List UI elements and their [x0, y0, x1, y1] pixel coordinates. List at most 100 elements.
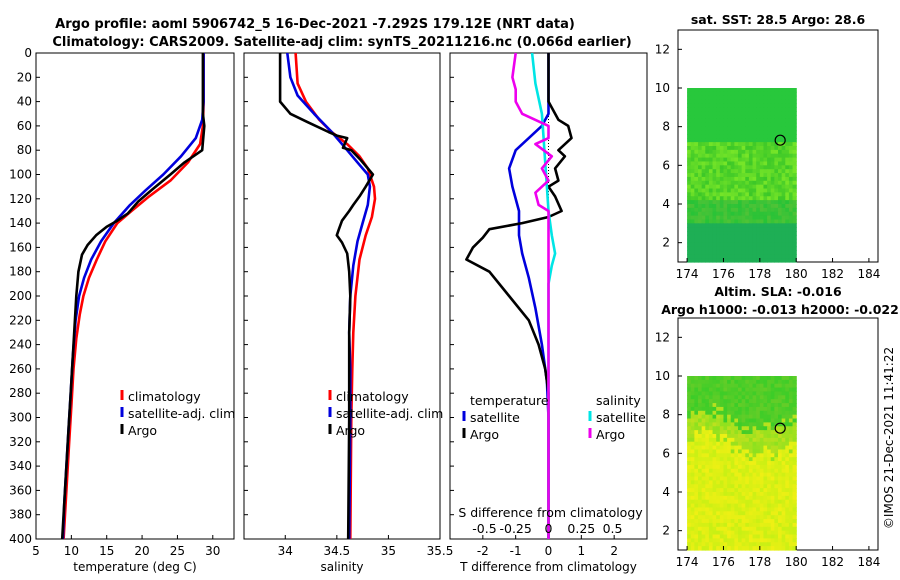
heatmap-cell — [792, 111, 797, 116]
heatmap-cell — [708, 387, 714, 393]
heatmap-cell — [687, 122, 692, 128]
heatmap-cell — [687, 395, 692, 400]
heatmap-cell — [730, 453, 735, 458]
heatmap-cell — [698, 254, 703, 259]
heatmap-cell — [716, 461, 721, 466]
heatmap-cell — [763, 130, 768, 135]
heatmap-cell — [778, 219, 783, 224]
heatmap-cell — [741, 134, 746, 139]
heatmap-cell — [730, 507, 735, 512]
heatmap-cell — [738, 126, 743, 132]
heatmap-cell — [748, 138, 754, 143]
heatmap-cell — [687, 461, 692, 466]
heatmap-cell — [759, 250, 765, 255]
heatmap-cell — [705, 379, 710, 385]
heatmap-cell — [763, 492, 768, 497]
heatmap-cell — [785, 130, 790, 135]
heatmap-cell — [730, 200, 735, 205]
heatmap-cell — [785, 238, 790, 244]
heatmap-cell — [734, 426, 739, 431]
heatmap-cell — [687, 534, 692, 539]
heatmap-cell — [748, 126, 754, 132]
heatmap-cell — [763, 99, 768, 105]
heatmap-cell — [705, 91, 710, 97]
x-tick-label: 176 — [712, 555, 735, 569]
heatmap-cell — [781, 246, 786, 251]
heatmap-cell — [727, 231, 732, 236]
heatmap-cell — [756, 406, 761, 412]
heatmap-cell — [687, 184, 692, 190]
heatmap-cell — [708, 495, 714, 501]
heatmap-cell — [690, 176, 695, 182]
heatmap-cell — [748, 107, 754, 112]
heatmap-cell — [788, 507, 794, 512]
heatmap-cell — [730, 495, 735, 501]
heatmap-cell — [759, 200, 765, 205]
heatmap-cell — [705, 430, 710, 435]
heatmap-cell — [708, 391, 714, 396]
heatmap-cell — [745, 142, 750, 147]
heatmap-cell — [745, 526, 750, 532]
heatmap-cell — [741, 138, 746, 143]
heatmap-cell — [734, 157, 739, 163]
heatmap-cell — [745, 546, 750, 551]
heatmap-cell — [687, 526, 692, 532]
heatmap-cell — [792, 103, 797, 108]
heatmap-cell — [687, 503, 692, 509]
heatmap-cell — [730, 149, 735, 155]
heatmap-cell — [694, 254, 699, 259]
heatmap-cell — [752, 246, 757, 251]
heatmap-cell — [741, 115, 746, 120]
heatmap-cell — [748, 242, 754, 248]
heatmap-cell — [745, 445, 750, 451]
heatmap-cell — [752, 196, 757, 201]
heatmap-cell — [723, 196, 728, 201]
x-tick-label: -2 — [477, 544, 489, 558]
heatmap-cell — [778, 227, 783, 232]
heatmap-cell — [738, 107, 743, 112]
heatmap-cell — [792, 422, 797, 427]
heatmap-cell — [756, 418, 761, 423]
heatmap-cell — [759, 468, 765, 474]
heatmap-cell — [781, 227, 786, 232]
heatmap-cell — [792, 207, 797, 213]
heatmap-cell — [719, 157, 725, 163]
heatmap-cell — [741, 238, 746, 244]
heatmap-cell — [705, 449, 710, 454]
heatmap-cell — [727, 234, 732, 240]
heatmap-cell — [687, 91, 692, 97]
heatmap-cell — [763, 457, 768, 462]
heatmap-cell — [745, 488, 750, 493]
heatmap-cell — [738, 184, 743, 190]
heatmap-cell — [752, 149, 757, 155]
heatmap-cell — [774, 204, 779, 209]
heatmap-cell — [770, 542, 775, 547]
heatmap-cell — [763, 403, 768, 408]
heatmap-cell — [748, 200, 754, 205]
heatmap-cell — [741, 227, 746, 232]
heatmap-cell — [763, 488, 768, 493]
heatmap-cell — [727, 238, 732, 244]
heatmap-cell — [719, 426, 725, 431]
heatmap-cell — [730, 173, 735, 178]
heatmap-cell — [774, 258, 779, 263]
heatmap-cell — [687, 418, 692, 423]
heatmap-cell — [723, 430, 728, 435]
heatmap-cell — [727, 464, 732, 470]
heatmap-cell — [745, 134, 750, 139]
heatmap-cell — [716, 215, 721, 221]
heatmap-cell — [719, 383, 725, 389]
heatmap-cell — [759, 449, 765, 454]
heatmap-cell — [745, 403, 750, 408]
heatmap-cell — [730, 180, 735, 186]
heatmap-cell — [723, 149, 728, 155]
heatmap-cell — [752, 215, 757, 221]
heatmap-cell — [767, 464, 772, 470]
heatmap-cell — [781, 219, 786, 224]
heatmap-cell — [734, 238, 739, 244]
heatmap-cell — [792, 414, 797, 420]
heatmap-cell — [719, 453, 725, 458]
heatmap-cell — [781, 184, 786, 190]
heatmap-cell — [727, 414, 732, 420]
heatmap-cell — [727, 422, 732, 427]
